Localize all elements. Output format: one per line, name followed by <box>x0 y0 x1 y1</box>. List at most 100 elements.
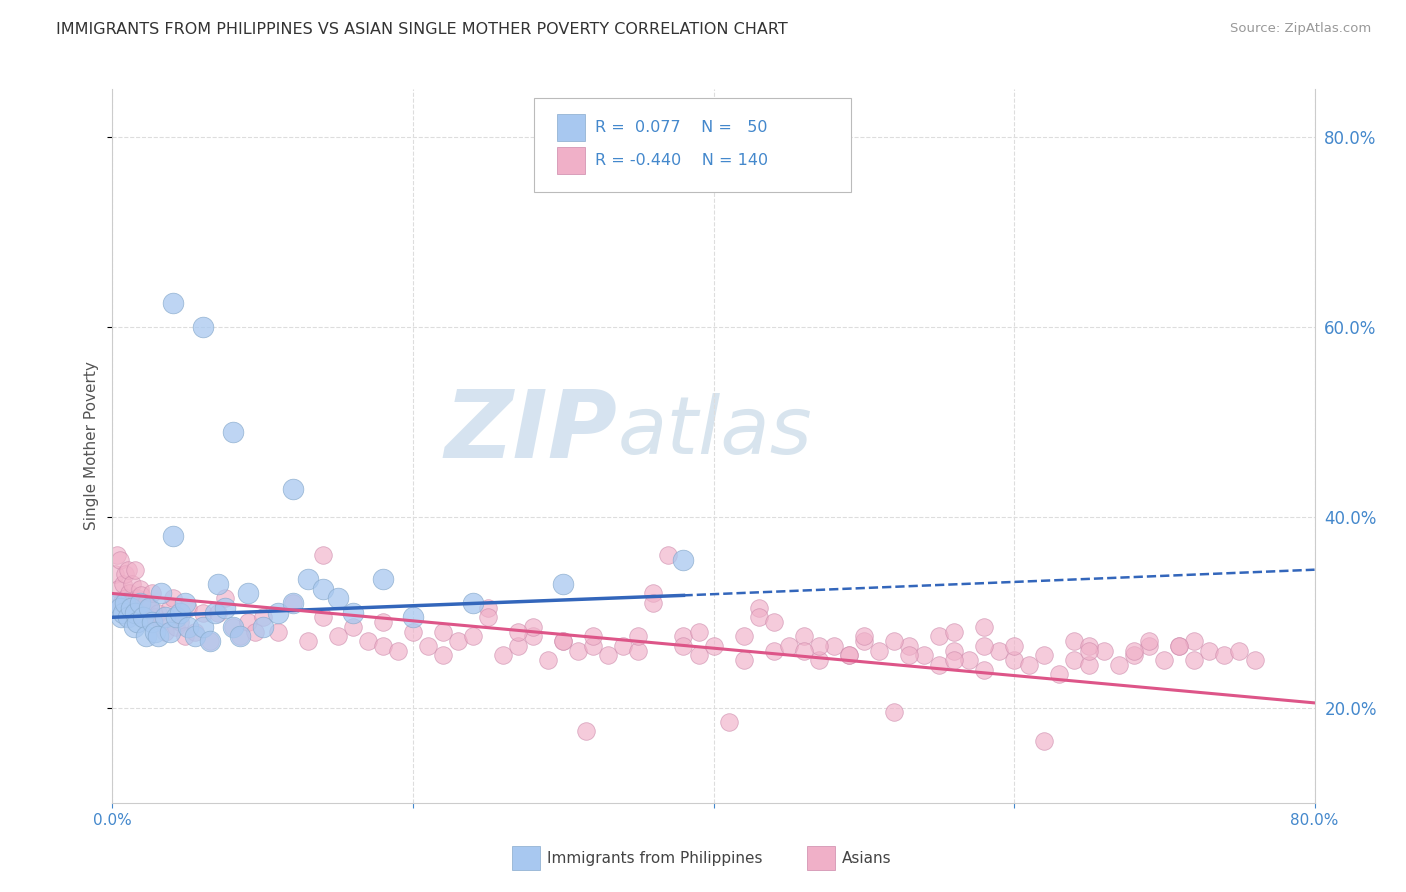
Point <box>153 610 176 624</box>
Point <box>1078 643 1101 657</box>
Y-axis label: Single Mother Poverty: Single Mother Poverty <box>84 361 100 531</box>
Point <box>807 639 830 653</box>
Point <box>110 596 132 610</box>
Point <box>416 639 439 653</box>
Point <box>229 629 252 643</box>
Point <box>567 643 589 657</box>
Point <box>169 606 191 620</box>
Point <box>281 596 304 610</box>
Point <box>627 643 650 657</box>
Point <box>128 596 150 610</box>
Point <box>165 620 187 634</box>
Point <box>111 577 134 591</box>
Point <box>184 624 207 639</box>
Point <box>1033 648 1056 663</box>
Text: ZIP: ZIP <box>444 385 617 478</box>
Point <box>387 643 409 657</box>
Point <box>838 648 860 663</box>
Point <box>1213 648 1236 663</box>
Point <box>807 653 830 667</box>
Point <box>108 553 131 567</box>
Point <box>326 629 349 643</box>
Point <box>135 629 157 643</box>
Point <box>928 629 950 643</box>
Point <box>702 639 725 653</box>
Point <box>127 600 149 615</box>
Point <box>245 624 267 639</box>
Point <box>312 610 335 624</box>
Point <box>1229 643 1251 657</box>
Point <box>988 643 1011 657</box>
Point <box>1047 667 1070 681</box>
Text: atlas: atlas <box>617 392 813 471</box>
Point <box>973 620 995 634</box>
Point <box>1078 657 1101 672</box>
Point <box>124 606 146 620</box>
Point <box>447 634 470 648</box>
Point <box>598 648 620 663</box>
Point <box>191 320 214 334</box>
Point <box>868 643 890 657</box>
Point <box>582 629 605 643</box>
Point <box>643 596 665 610</box>
Point <box>135 596 157 610</box>
Point <box>117 563 139 577</box>
Point <box>928 657 950 672</box>
Point <box>973 663 995 677</box>
Point <box>912 648 935 663</box>
Point <box>1123 643 1146 657</box>
Point <box>793 629 815 643</box>
Point <box>141 586 163 600</box>
Point <box>477 600 499 615</box>
Point <box>162 296 184 310</box>
Point <box>508 639 530 653</box>
Point <box>1123 648 1146 663</box>
Point <box>297 634 319 648</box>
Point <box>1002 653 1025 667</box>
Point <box>122 606 145 620</box>
Point <box>733 653 755 667</box>
Point <box>207 577 229 591</box>
Point <box>688 624 710 639</box>
Point <box>229 629 252 643</box>
Point <box>1018 657 1040 672</box>
Point <box>153 624 176 639</box>
Point <box>122 620 145 634</box>
Point <box>883 706 905 720</box>
Point <box>117 610 139 624</box>
Point <box>146 629 169 643</box>
Point <box>267 624 290 639</box>
Point <box>553 634 575 648</box>
Point <box>733 629 755 643</box>
Point <box>162 529 184 543</box>
Point <box>477 610 499 624</box>
Point <box>357 634 380 648</box>
Point <box>838 648 860 663</box>
Point <box>173 629 195 643</box>
Point <box>131 610 153 624</box>
Point <box>107 582 129 596</box>
Point <box>267 606 290 620</box>
Point <box>169 615 191 629</box>
Point <box>553 634 575 648</box>
Point <box>522 629 544 643</box>
Point <box>432 648 454 663</box>
Point <box>432 624 454 639</box>
Point <box>461 596 484 610</box>
Point <box>672 553 695 567</box>
Point <box>883 634 905 648</box>
Point <box>717 714 740 729</box>
Point <box>762 643 785 657</box>
Point <box>312 549 335 563</box>
Text: IMMIGRANTS FROM PHILIPPINES VS ASIAN SINGLE MOTHER POVERTY CORRELATION CHART: IMMIGRANTS FROM PHILIPPINES VS ASIAN SIN… <box>56 22 787 37</box>
Point <box>553 577 575 591</box>
Point <box>214 600 236 615</box>
Point <box>973 639 995 653</box>
Point <box>1078 639 1101 653</box>
Point <box>778 639 800 653</box>
Point <box>252 610 274 624</box>
Point <box>657 549 679 563</box>
Point <box>537 653 560 667</box>
Text: Immigrants from Philippines: Immigrants from Philippines <box>547 851 762 865</box>
Point <box>312 582 335 596</box>
